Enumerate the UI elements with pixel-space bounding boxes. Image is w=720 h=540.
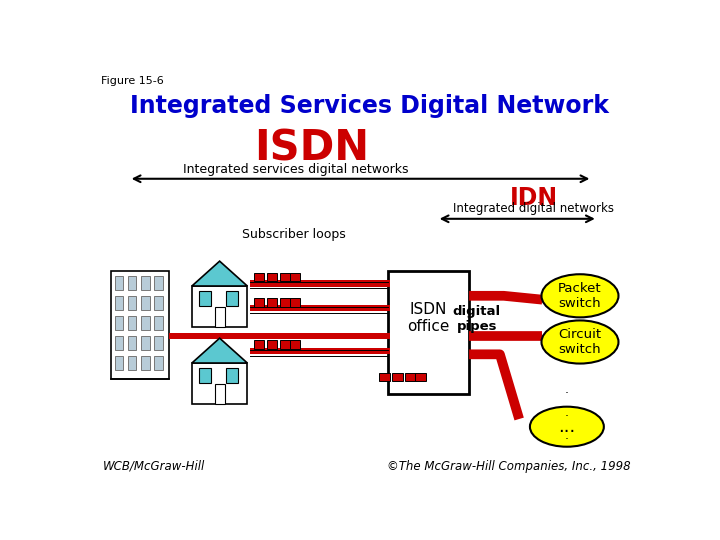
Bar [266, 340, 277, 349]
Polygon shape [192, 338, 248, 363]
Bar [253, 340, 264, 349]
Bar [384, 348, 390, 354]
Text: ISDN: ISDN [253, 128, 369, 170]
Bar [384, 333, 390, 339]
Text: Integrated services digital networks: Integrated services digital networks [183, 164, 409, 177]
Bar [141, 316, 150, 330]
Text: Subscriber loops: Subscriber loops [243, 228, 346, 241]
Bar [115, 276, 123, 289]
Text: digital
pipes: digital pipes [453, 305, 501, 333]
Bar [279, 273, 290, 281]
Bar [226, 291, 238, 306]
Text: IDN: IDN [510, 186, 558, 211]
Bar [154, 336, 163, 350]
Bar [266, 273, 277, 281]
Bar [250, 348, 384, 354]
Bar [384, 280, 390, 287]
Bar [111, 271, 168, 379]
Bar [141, 296, 150, 309]
Text: WCB/McGraw-Hill: WCB/McGraw-Hill [104, 460, 206, 473]
Bar [128, 296, 137, 309]
Bar [154, 296, 163, 309]
Bar [128, 316, 137, 330]
Text: ©The McGraw-Hill Companies, Inc., 1998: ©The McGraw-Hill Companies, Inc., 1998 [387, 460, 631, 473]
Text: ·
·
·: · · · [565, 387, 569, 446]
Bar [154, 316, 163, 330]
Bar [128, 336, 137, 350]
Bar [250, 305, 384, 311]
Text: Circuit
switch: Circuit switch [559, 328, 601, 356]
Polygon shape [192, 261, 248, 286]
Bar [115, 316, 123, 330]
Bar [192, 363, 248, 403]
Bar [226, 368, 238, 383]
Bar [384, 305, 390, 311]
Bar [289, 298, 300, 307]
Bar [128, 276, 137, 289]
Bar [279, 340, 290, 349]
Text: Figure 15-6: Figure 15-6 [101, 76, 163, 85]
Bar [141, 336, 150, 350]
Bar [392, 373, 403, 381]
Bar [279, 298, 290, 307]
Ellipse shape [530, 407, 604, 447]
Bar [141, 356, 150, 370]
Bar [289, 273, 300, 281]
Text: Integrated Services Digital Network: Integrated Services Digital Network [130, 94, 608, 118]
Bar [289, 340, 300, 349]
Bar [215, 307, 225, 327]
Bar [253, 298, 264, 307]
Ellipse shape [541, 274, 618, 318]
Bar [405, 373, 416, 381]
Text: Packet
switch: Packet switch [558, 282, 602, 310]
Bar [379, 373, 390, 381]
Bar [388, 271, 469, 394]
Bar [154, 356, 163, 370]
Bar [115, 336, 123, 350]
Text: Integrated digital networks: Integrated digital networks [454, 202, 614, 215]
Bar [192, 286, 248, 327]
Bar [128, 356, 137, 370]
Text: ISDN
office: ISDN office [408, 302, 450, 334]
Ellipse shape [541, 320, 618, 363]
Bar [199, 368, 211, 383]
Bar [415, 373, 426, 381]
Bar [168, 333, 384, 339]
Bar [154, 276, 163, 289]
Bar [253, 273, 264, 281]
Bar [141, 276, 150, 289]
Text: ...: ... [558, 418, 575, 436]
Bar [215, 384, 225, 403]
Bar [199, 291, 211, 306]
Bar [115, 356, 123, 370]
Bar [266, 298, 277, 307]
Bar [115, 296, 123, 309]
Bar [250, 280, 384, 287]
